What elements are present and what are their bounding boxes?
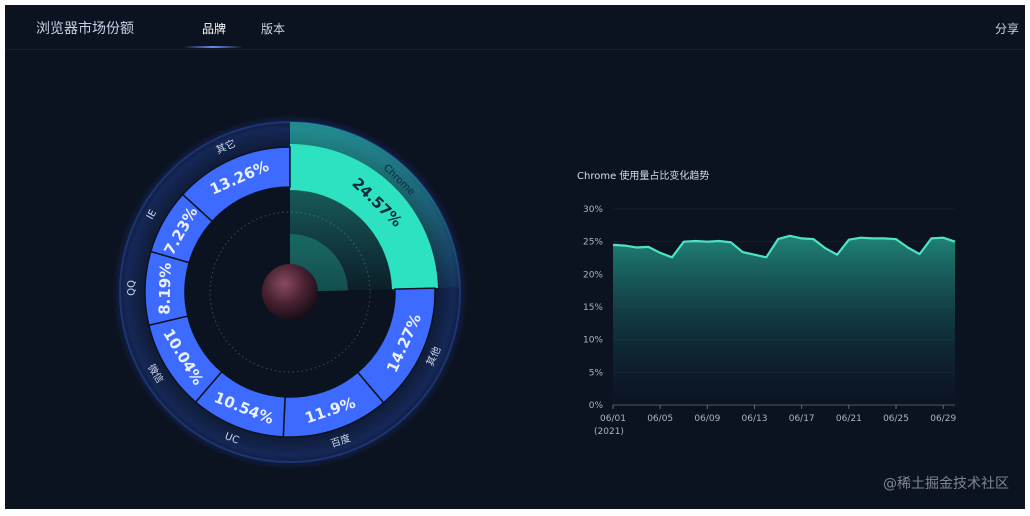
tab-version[interactable]: 版本 (261, 22, 286, 36)
browser-share-donut-chart: 24.57%14.27%11.9%10.54%10.04%8.19%7.23%1… (112, 114, 468, 470)
page-title: 浏览器市场份额 (36, 21, 134, 37)
y-tick-label: 20% (583, 270, 603, 280)
x-tick-label: 06/09 (694, 414, 720, 424)
x-tick-label: 06/13 (742, 414, 768, 424)
chrome-trend-area-chart: Chrome 使用量占比变化趋势 0% 5% 10% 15% 20% 25% 30% 06/… (577, 169, 956, 437)
y-tick-label: 0% (589, 401, 604, 411)
x-tick-label: 06/21 (836, 414, 862, 424)
slice-6-category-label: QQ (126, 280, 137, 296)
trend-chart-title: Chrome 使用量占比变化趋势 (577, 169, 709, 182)
x-tick-label: 06/05 (647, 414, 673, 424)
active-tab-indicator (183, 46, 243, 48)
slice-1[interactable] (290, 144, 438, 290)
trend-area-fill (613, 235, 955, 405)
y-tick-label: 30% (583, 205, 603, 215)
center-orb (262, 264, 318, 320)
y-tick-label: 15% (583, 303, 603, 313)
slice-6-value-label: 8.19% (155, 262, 174, 314)
y-tick-label: 25% (583, 238, 603, 248)
x-tick-label: 06/01 (600, 414, 626, 424)
tab-brand[interactable]: 品牌 (202, 22, 227, 36)
top-bar: 浏览器市场份额 品牌 版本 分享 (5, 5, 1025, 50)
inner-dotted-ring (209, 211, 371, 373)
slice-4-category-label: UC (223, 431, 240, 447)
x-tick-label: 06/17 (789, 414, 815, 424)
dashboard-frame: 浏览器市场份额 品牌 版本 分享 24.57% 14.27 (5, 5, 1025, 509)
y-tick-label: 5% (589, 368, 604, 378)
x-axis-year-label: (2021) (594, 427, 624, 437)
x-tick-label: 06/29 (930, 414, 956, 424)
trend-line (612, 234, 956, 259)
x-tick-label: 06/25 (883, 414, 909, 424)
slice-8[interactable] (181, 146, 291, 223)
y-tick-label: 10% (583, 336, 603, 346)
share-button[interactable]: 分享 (994, 22, 1019, 36)
watermark: @稀土掘金技术社区 (883, 476, 1009, 492)
